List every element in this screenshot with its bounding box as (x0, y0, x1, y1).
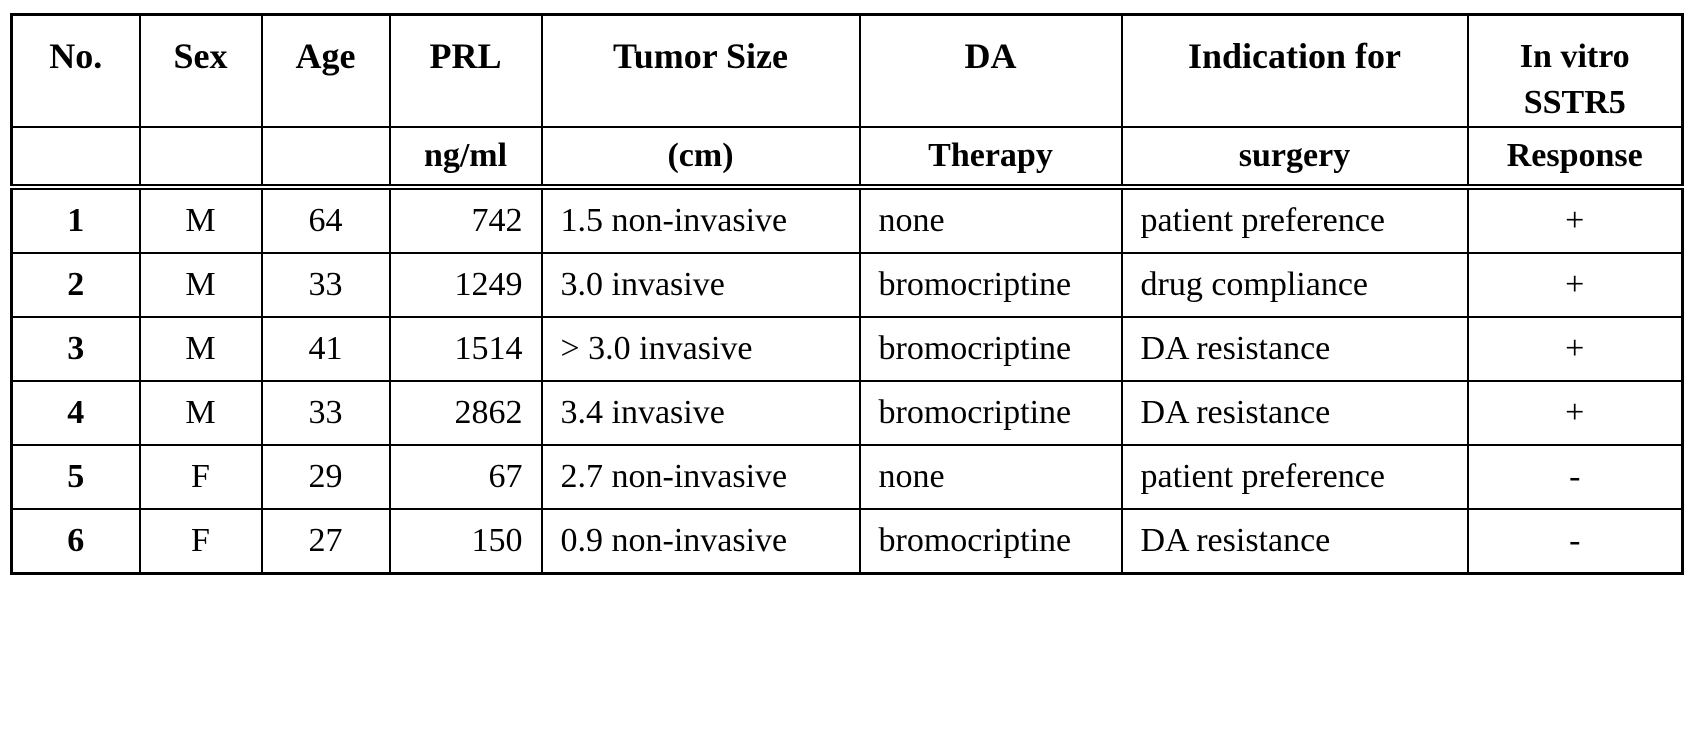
cell-no: 3 (12, 317, 140, 381)
subheader-surgery: surgery (1122, 127, 1468, 187)
subheader-age (262, 127, 390, 187)
cell-no: 5 (12, 445, 140, 509)
header-in-vitro-line2: SSTR5 (1469, 80, 1682, 126)
header-in-vitro: In vitro SSTR5 (1468, 15, 1683, 128)
cell-indication: DA resistance (1122, 317, 1468, 381)
table-row: 4 M 33 2862 3.4 invasive bromocriptine D… (12, 381, 1683, 445)
cell-indication: patient preference (1122, 445, 1468, 509)
cell-tumor-size: 1.5 non-invasive (542, 187, 860, 253)
subheader-prl-unit: ng/ml (390, 127, 542, 187)
table-row: 1 M 64 742 1.5 non-invasive none patient… (12, 187, 1683, 253)
cell-response: + (1468, 317, 1683, 381)
cell-tumor-size: 2.7 non-invasive (542, 445, 860, 509)
header-no: No. (12, 15, 140, 128)
cell-response: + (1468, 381, 1683, 445)
cell-age: 29 (262, 445, 390, 509)
cell-da-therapy: bromocriptine (860, 381, 1122, 445)
header-indication: Indication for (1122, 15, 1468, 128)
header-in-vitro-line1: In vitro (1469, 34, 1682, 80)
cell-age: 33 (262, 381, 390, 445)
table-row: 5 F 29 67 2.7 non-invasive none patient … (12, 445, 1683, 509)
cell-no: 4 (12, 381, 140, 445)
cell-indication: drug compliance (1122, 253, 1468, 317)
cell-sex: M (140, 187, 262, 253)
cell-sex: M (140, 381, 262, 445)
cell-prl: 1514 (390, 317, 542, 381)
cell-da-therapy: bromocriptine (860, 509, 1122, 574)
subheader-response: Response (1468, 127, 1683, 187)
cell-sex: F (140, 445, 262, 509)
header-age: Age (262, 15, 390, 128)
cell-indication: patient preference (1122, 187, 1468, 253)
cell-da-therapy: none (860, 187, 1122, 253)
cell-prl: 742 (390, 187, 542, 253)
table-row: 6 F 27 150 0.9 non-invasive bromocriptin… (12, 509, 1683, 574)
cell-response: - (1468, 509, 1683, 574)
cell-no: 1 (12, 187, 140, 253)
cell-age: 33 (262, 253, 390, 317)
subheader-da-therapy: Therapy (860, 127, 1122, 187)
cell-prl: 1249 (390, 253, 542, 317)
table-row: 2 M 33 1249 3.0 invasive bromocriptine d… (12, 253, 1683, 317)
header-da: DA (860, 15, 1122, 128)
cell-da-therapy: bromocriptine (860, 317, 1122, 381)
cell-tumor-size: 3.4 invasive (542, 381, 860, 445)
header-row-top: No. Sex Age PRL Tumor Size DA Indication… (12, 15, 1683, 128)
cell-sex: M (140, 253, 262, 317)
cell-no: 2 (12, 253, 140, 317)
cell-sex: F (140, 509, 262, 574)
table-row: 3 M 41 1514 > 3.0 invasive bromocriptine… (12, 317, 1683, 381)
subheader-no (12, 127, 140, 187)
cell-sex: M (140, 317, 262, 381)
cell-age: 64 (262, 187, 390, 253)
cell-tumor-size: 0.9 non-invasive (542, 509, 860, 574)
cell-response: - (1468, 445, 1683, 509)
cell-response: + (1468, 253, 1683, 317)
data-table-container: No. Sex Age PRL Tumor Size DA Indication… (10, 13, 1681, 575)
cell-da-therapy: none (860, 445, 1122, 509)
header-prl: PRL (390, 15, 542, 128)
header-row-bottom: ng/ml (cm) Therapy surgery Response (12, 127, 1683, 187)
header-sex: Sex (140, 15, 262, 128)
cell-age: 27 (262, 509, 390, 574)
cell-prl: 2862 (390, 381, 542, 445)
patient-table: No. Sex Age PRL Tumor Size DA Indication… (10, 13, 1684, 575)
subheader-tumor-unit: (cm) (542, 127, 860, 187)
cell-indication: DA resistance (1122, 509, 1468, 574)
cell-prl: 150 (390, 509, 542, 574)
cell-tumor-size: > 3.0 invasive (542, 317, 860, 381)
subheader-sex (140, 127, 262, 187)
header-tumor-size: Tumor Size (542, 15, 860, 128)
cell-indication: DA resistance (1122, 381, 1468, 445)
cell-response: + (1468, 187, 1683, 253)
cell-age: 41 (262, 317, 390, 381)
cell-no: 6 (12, 509, 140, 574)
cell-tumor-size: 3.0 invasive (542, 253, 860, 317)
cell-prl: 67 (390, 445, 542, 509)
cell-da-therapy: bromocriptine (860, 253, 1122, 317)
